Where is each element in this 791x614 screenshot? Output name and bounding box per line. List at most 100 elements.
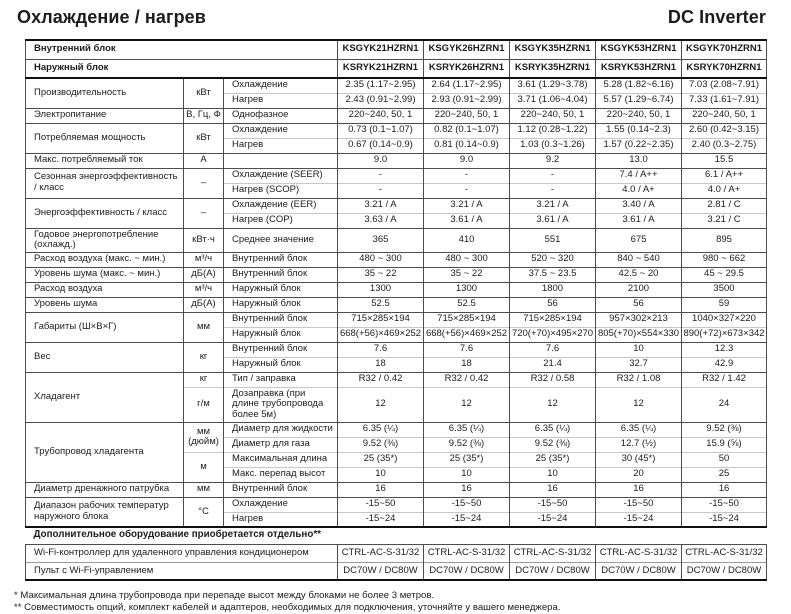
value-cell: 12 bbox=[509, 386, 596, 423]
spec-row: Нагрев (SCOP) - - -4.0 / A+ 4.0 / A+ bbox=[26, 182, 767, 198]
sub-param-cell: Наружный блок bbox=[223, 356, 338, 373]
param-label-cell: Расход воздуха (макс. ~ мин.) bbox=[25, 251, 184, 268]
value-cell: 715×285×194 bbox=[337, 311, 424, 328]
value-cell: 1300 bbox=[337, 281, 424, 298]
param-label-cell: Энергоэффективность / класс bbox=[25, 197, 184, 228]
sub-param-cell: Нагрев bbox=[223, 511, 338, 528]
value-cell: 3500 bbox=[681, 281, 767, 298]
accessories-section: Дополнительное оборудование приобретаетс… bbox=[25, 526, 767, 545]
value-cell: 56 bbox=[509, 296, 596, 313]
value-cell: 6.35 (¼) bbox=[423, 421, 510, 438]
value-cell: - bbox=[509, 167, 596, 183]
unit-cell: кг bbox=[183, 371, 224, 388]
value-cell: 3.40 / A bbox=[595, 197, 682, 213]
value-cell: 7.33 (1.61~7.91) bbox=[681, 92, 767, 108]
sub-param-cell: Однофазное bbox=[223, 107, 338, 123]
spec-row: Нагрев 2.43 (0.91~2.99) 2.93 (0.91~2.99) 3.… bbox=[26, 92, 767, 108]
model-cell: KSGYK26HZRN1 bbox=[423, 39, 510, 59]
value-cell: 10 bbox=[595, 341, 682, 358]
param-label-cell: Расход воздуха bbox=[25, 281, 184, 298]
value-cell: 1300 bbox=[423, 281, 510, 298]
sub-param-cell: Диаметр для жидкости bbox=[223, 421, 338, 438]
spec-table: Внутренний блок KSGYK21HZRN1 KSGYK26HZRN1… bbox=[25, 39, 767, 582]
spec-row: Вес кг Внутренний блок 7.6 7.6 7.6 10 12.3 bbox=[25, 341, 767, 373]
value-cell: 7.4 / A++ bbox=[595, 167, 682, 183]
value-cell: 16 bbox=[681, 481, 767, 498]
footnote-line-2: ** Совместимость опций, комплект кабелей… bbox=[14, 602, 561, 614]
value-cell: 5.57 (1.29~6.74) bbox=[595, 92, 682, 108]
value-cell: 1.57 (0.22~2.35) bbox=[595, 137, 682, 153]
value-cell: 9.52 (⅜) bbox=[423, 436, 510, 453]
spec-row: Электропитание В, Гц, Ф Однофазное 220~240,… bbox=[25, 107, 767, 123]
value-cell: -15~24 bbox=[423, 511, 510, 528]
accessory-label-cell: Wi-Fi-контроллер для удаленного управлен… bbox=[25, 544, 338, 563]
accessories-header-row: Дополнительное оборудование приобретаетс… bbox=[25, 526, 767, 545]
footnote-line-1: * Максимальная длина трубопровода при пе… bbox=[14, 590, 435, 602]
value-cell: 1.12 (0.28~1.22) bbox=[509, 122, 596, 138]
spec-row: Диапазон рабочих температур наружного бл… bbox=[25, 496, 767, 528]
value-cell: 18 bbox=[423, 356, 510, 373]
value-cell: 675 bbox=[595, 227, 682, 253]
sub-param-cell: Нагрев (SCOP) bbox=[223, 182, 338, 198]
param-label-cell: Уровень шума (макс. ~ мин.) bbox=[25, 266, 184, 283]
value-cell: 12.3 bbox=[681, 341, 767, 358]
sub-param-cell: Охлаждение (EER) bbox=[223, 197, 338, 213]
value-cell: R32 / 0.58 bbox=[509, 371, 596, 388]
param-label-cell: Диаметр дренажного патрубка bbox=[25, 481, 184, 498]
value-cell: 410 bbox=[423, 227, 510, 253]
sub-param-cell: Охлаждение bbox=[223, 496, 338, 513]
model-cell: KSRYK70HZRN1 bbox=[681, 58, 767, 79]
value-cell: 16 bbox=[423, 481, 510, 498]
value-cell: -15~24 bbox=[681, 511, 767, 528]
value-cell: 16 bbox=[509, 481, 596, 498]
value-cell: 3.21 / A bbox=[509, 197, 596, 213]
value-cell: 3.61 (1.29~3.78) bbox=[509, 77, 596, 93]
spec-row: г/м Дозаправка (при длине трубопровода бо… bbox=[26, 386, 767, 423]
value-cell: -15~50 bbox=[423, 496, 510, 513]
unit-cell: мм bbox=[183, 311, 224, 343]
value-cell: 15.9 (⅝) bbox=[681, 436, 767, 453]
value-cell: 50 bbox=[681, 451, 767, 468]
unit-cell: г/м bbox=[183, 386, 224, 423]
value-cell: 21.4 bbox=[509, 356, 596, 373]
value-cell: 890(+72)×673×342 bbox=[681, 326, 767, 343]
value-cell: 895 bbox=[681, 227, 767, 253]
value-cell: 805(+70)×554×330 bbox=[595, 326, 682, 343]
value-cell: 715×285×194 bbox=[423, 311, 510, 328]
value-cell: - bbox=[509, 182, 596, 198]
sub-param-cell: Нагрев (COP) bbox=[223, 212, 338, 228]
spec-row: Расход воздуха м³/ч Наружный блок 1300 1300 1… bbox=[25, 281, 767, 298]
spec-row: Макс. потребляемый ток А 9.0 9.0 9.2 13.0 15.5 bbox=[25, 152, 767, 168]
value-cell: 42.9 bbox=[681, 356, 767, 373]
value-cell: 7.6 bbox=[337, 341, 424, 358]
unit-cell: дБ(А) bbox=[183, 266, 224, 283]
spec-row: Габариты (Ш×В×Г) мм Внутренний блок 715×285… bbox=[25, 311, 767, 343]
value-cell: 35 ~ 22 bbox=[423, 266, 510, 283]
spec-row: м Максимальная длина 25 (35*) 25 (35*) 25 (3… bbox=[26, 451, 767, 483]
indoor-models-row: Внутренний блок KSGYK21HZRN1 KSGYK26HZRN1… bbox=[25, 39, 767, 59]
spec-row: Расход воздуха (макс. ~ мин.) м³/ч Внутрен… bbox=[25, 251, 767, 268]
spec-table-body: Производительность кВт Охлаждение 2.35 (1.1… bbox=[25, 77, 767, 528]
model-cell: KSRYK21HZRN1 bbox=[337, 58, 424, 79]
value-cell: 25 (35*) bbox=[509, 451, 596, 468]
value-cell: 6.35 (¼) bbox=[595, 421, 682, 438]
value-cell: -15~50 bbox=[595, 496, 682, 513]
unit-cell: мм bbox=[183, 481, 224, 498]
unit-cell: мм (дюйм) bbox=[183, 421, 224, 453]
unit-cell: – bbox=[183, 197, 224, 228]
value-cell: 7.6 bbox=[509, 341, 596, 358]
spec-row: Сезонная энергоэффективность / класс – Охл… bbox=[25, 167, 767, 198]
sub-param-cell: Наружный блок bbox=[223, 326, 338, 343]
param-label-cell: Уровень шума bbox=[25, 296, 184, 313]
value-cell: 35 ~ 22 bbox=[337, 266, 424, 283]
spec-row: Диаметр для газа 9.52 (⅜) 9.52 (⅜) 9.52 (⅜)… bbox=[26, 436, 767, 453]
unit-cell: В, Гц, Ф bbox=[183, 107, 224, 123]
value-cell: 59 bbox=[681, 296, 767, 313]
value-cell: 2.93 (0.91~2.99) bbox=[423, 92, 510, 108]
spec-row: Хладагент кг Тип / заправка R32 / 0.42 R32 /… bbox=[25, 371, 767, 423]
param-label-cell: Диапазон рабочих температур наружного бл… bbox=[25, 496, 184, 528]
unit-cell: м³/ч bbox=[183, 251, 224, 268]
unit-cell: – bbox=[183, 167, 224, 198]
value-cell: 1.55 (0.14~2.3) bbox=[595, 122, 682, 138]
value-cell: 12.7 (½) bbox=[595, 436, 682, 453]
